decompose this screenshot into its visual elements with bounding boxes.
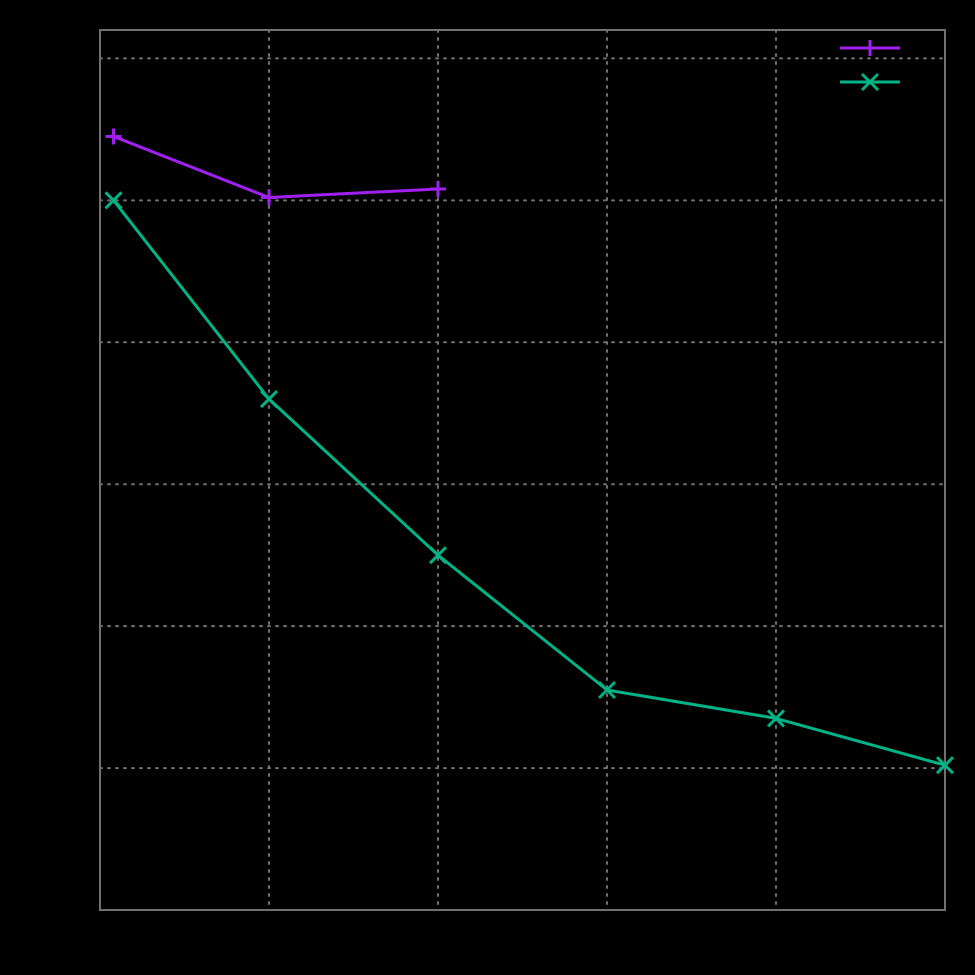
line-chart (0, 0, 975, 975)
